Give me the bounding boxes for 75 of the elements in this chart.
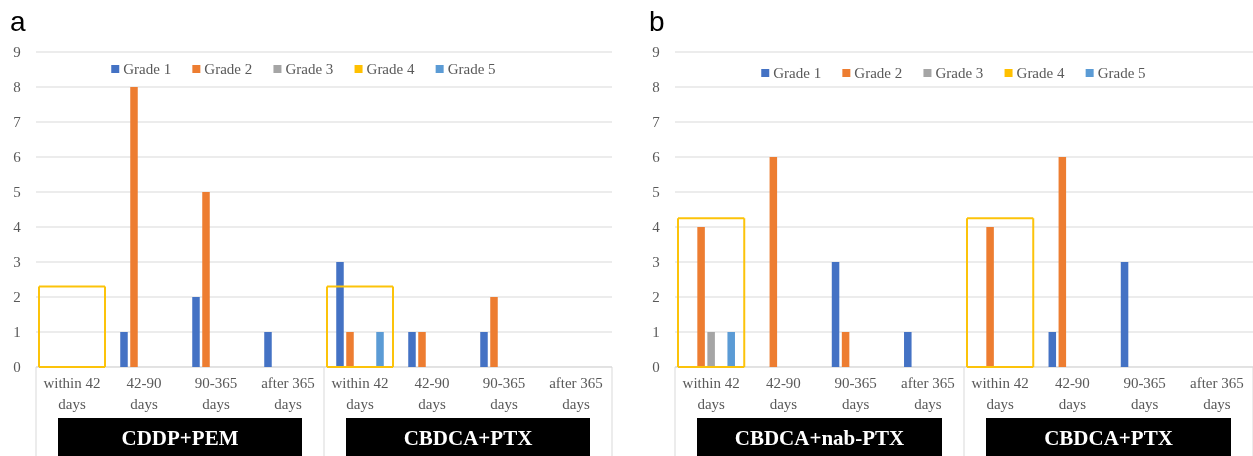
bar (376, 332, 384, 367)
legend-label: Grade 1 (773, 65, 822, 81)
text: CDDP+PEM (121, 426, 239, 450)
bar (130, 87, 138, 367)
y-tick-label: 3 (13, 254, 21, 270)
legend-label: Grade 4 (366, 61, 415, 77)
bar (480, 332, 488, 367)
x-tick-label: within 42 days (682, 375, 740, 412)
x-tick-label: 42-90 days (765, 375, 801, 412)
legend-label: Grade 5 (1097, 65, 1146, 81)
x-tick-label: within 42 days (331, 375, 389, 412)
x-tick-label: within 42 days (971, 375, 1029, 412)
bar (202, 192, 210, 367)
y-tick-label: 4 (652, 219, 661, 235)
x-tick-label: 42-90 days (126, 375, 162, 412)
y-tick-label: 6 (13, 149, 22, 165)
y-tick-label: 0 (652, 359, 660, 375)
y-tick-label: 7 (652, 114, 661, 130)
bar (697, 227, 705, 367)
bar (490, 297, 498, 367)
chart-title: a (10, 6, 26, 37)
text: CBDCA+PTX (403, 426, 533, 450)
x-tick-label: 90-365 days (482, 375, 526, 412)
x-tick-label: 90-365 days (194, 375, 238, 412)
x-tick-label: 90-365 days (1123, 375, 1166, 412)
y-tick-label: 2 (13, 289, 21, 305)
y-tick-label: 6 (652, 149, 661, 165)
bar (120, 332, 128, 367)
y-tick-label: 5 (13, 184, 21, 200)
bar (727, 332, 735, 367)
legend-label: Grade 2 (204, 61, 253, 77)
bar (707, 332, 715, 367)
bar (986, 227, 994, 367)
chart-title: b (649, 6, 665, 37)
legend-label: Grade 5 (447, 61, 496, 77)
y-tick-label: 5 (652, 184, 660, 200)
y-tick-label: 7 (13, 114, 22, 130)
y-tick-label: 9 (652, 44, 660, 60)
bar (1048, 332, 1057, 367)
bar (408, 332, 416, 367)
bar (346, 332, 354, 367)
y-tick-label: 0 (13, 359, 21, 375)
x-tick-label: after 365 days (261, 375, 315, 412)
y-tick-label: 8 (652, 79, 660, 95)
y-tick-label: 3 (652, 254, 660, 270)
y-tick-label: 1 (13, 324, 21, 340)
x-tick-label: 42-90 days (414, 375, 450, 412)
legend-label: Grade 1 (123, 61, 172, 77)
bar (769, 157, 778, 367)
y-tick-label: 1 (652, 324, 660, 340)
legend-label: Grade 4 (1016, 65, 1065, 81)
bar (904, 332, 912, 367)
x-tick-label: within 42 days (43, 375, 101, 412)
bar (1058, 157, 1067, 367)
legend-label: Grade 2 (854, 65, 903, 81)
bar (418, 332, 426, 367)
bar (841, 332, 850, 367)
text: CBDCA+nab-PTX (734, 426, 905, 450)
bar (192, 297, 200, 367)
x-tick-label: after 365 days (1190, 375, 1244, 412)
bar (264, 332, 272, 367)
bar (1120, 262, 1129, 367)
y-tick-label: 9 (13, 44, 21, 60)
x-tick-label: after 365 days (901, 375, 955, 412)
text: CBDCA+PTX (1044, 426, 1173, 450)
x-tick-label: after 365 days (549, 375, 603, 412)
legend-label: Grade 3 (285, 61, 334, 77)
x-tick-label: 90-365 days (834, 375, 877, 412)
legend-label: Grade 3 (935, 65, 984, 81)
y-tick-label: 4 (13, 219, 22, 235)
bar (336, 262, 344, 367)
y-tick-label: 8 (13, 79, 21, 95)
bar (831, 262, 840, 367)
y-tick-label: 2 (652, 289, 660, 305)
x-tick-label: 42-90 days (1054, 375, 1090, 412)
